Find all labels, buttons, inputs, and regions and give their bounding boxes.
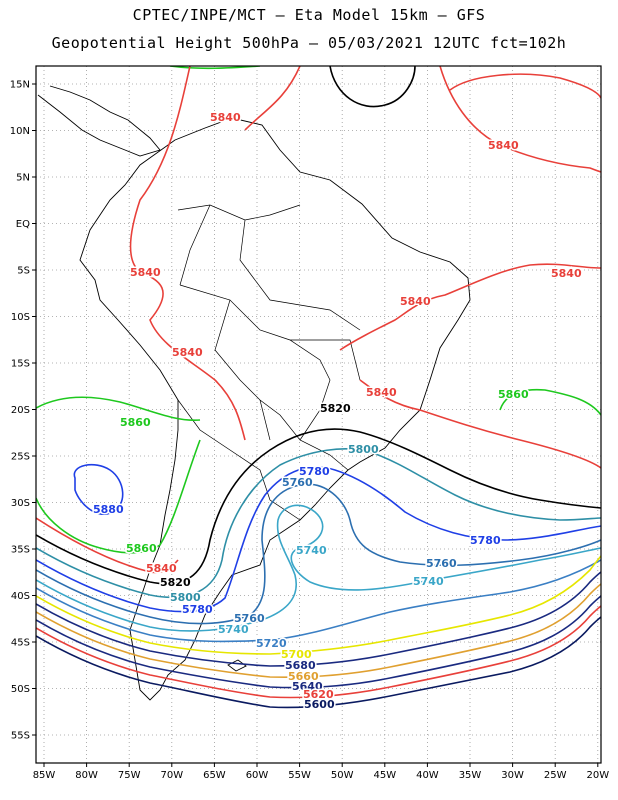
- label-5860: 5860: [126, 542, 157, 555]
- label-5740: 5740: [218, 623, 249, 636]
- lat-label: 50S: [11, 684, 30, 695]
- contour-5840-north: [129, 66, 301, 441]
- label-5820: 5820: [160, 576, 191, 589]
- label-5780: 5780: [299, 465, 330, 478]
- label-5720: 5720: [256, 637, 287, 650]
- label-5740: 5740: [296, 544, 327, 557]
- lon-label: 75W: [118, 770, 141, 781]
- graticule: [36, 66, 601, 763]
- label-5800: 5800: [348, 443, 379, 456]
- lat-label: 40S: [11, 591, 30, 602]
- coastlines: [37, 85, 471, 701]
- country-borders: [177, 204, 361, 521]
- contour-5800: [36, 448, 601, 599]
- contour-5840-ne: [439, 66, 601, 173]
- lon-label: 80W: [75, 770, 98, 781]
- label-5840: 5840: [488, 139, 519, 152]
- longitude-labels: 85W 80W 75W 70W 65W 60W 55W 50W 45W 40W 35W 30W 25W 2…: [33, 763, 609, 781]
- lon-label: 70W: [160, 770, 183, 781]
- lat-label: 35S: [11, 545, 30, 556]
- lon-label: 25W: [544, 770, 567, 781]
- lon-label: 55W: [288, 770, 311, 781]
- label-5820: 5820: [320, 402, 351, 415]
- contour-labels: 5880 5860 5860 5860 5840 5840 5840 5840 …: [92, 110, 584, 713]
- contour-5880-closed: [73, 463, 124, 515]
- map-title-line2: Geopotential Height 500hPa – 05/03/2021 …: [51, 34, 567, 52]
- lat-label: 20S: [11, 405, 30, 416]
- map-frame: [35, 65, 602, 764]
- label-5740: 5740: [413, 575, 444, 588]
- label-5840: 5840: [210, 111, 241, 124]
- contour-5640: [36, 595, 601, 689]
- label-5880: 5880: [93, 503, 124, 516]
- contour-5860-east: [499, 388, 601, 416]
- lon-label: 65W: [203, 770, 226, 781]
- lon-label: 30W: [501, 770, 524, 781]
- contour-5720: [36, 559, 601, 643]
- contour-5760: [36, 483, 601, 625]
- lat-label: EQ: [16, 219, 30, 230]
- lon-label: 45W: [373, 770, 396, 781]
- lat-label: 5S: [17, 266, 30, 277]
- label-5860: 5860: [498, 388, 529, 401]
- label-5840: 5840: [400, 295, 431, 308]
- contour-5780: [36, 466, 601, 613]
- label-5840: 5840: [130, 266, 161, 279]
- contour-5820: [36, 66, 601, 585]
- lat-label: 25S: [11, 452, 30, 463]
- lat-label: 15S: [11, 359, 30, 370]
- label-5600: 5600: [304, 698, 335, 711]
- label-5760: 5760: [426, 557, 457, 570]
- label-5640: 5640: [292, 680, 323, 693]
- lat-label: 15N: [10, 80, 30, 91]
- label-5680: 5680: [285, 659, 316, 672]
- contour-5860-west: [36, 396, 201, 554]
- latitude-labels: 15N 10N 5N EQ 5S 10S 15S 20S 25S 30S 35S 40S 45S 50S 5…: [10, 80, 36, 742]
- lat-label: 45S: [11, 638, 30, 649]
- contour-5840-south: [36, 517, 179, 574]
- falkland-islands: [227, 659, 247, 672]
- contour-5660: [36, 583, 601, 678]
- contour-5740: [36, 504, 601, 632]
- label-5840: 5840: [146, 562, 177, 575]
- label-5780: 5780: [470, 534, 501, 547]
- label-5800: 5800: [170, 591, 201, 604]
- lat-label: 55S: [11, 731, 30, 742]
- contour-5680: [36, 571, 601, 667]
- label-5840: 5840: [551, 267, 582, 280]
- contour-5620: [36, 605, 601, 699]
- label-5840: 5840: [366, 386, 397, 399]
- label-5760: 5760: [234, 612, 265, 625]
- label-5700: 5700: [281, 648, 312, 661]
- lat-label: 5N: [16, 173, 30, 184]
- lon-label: 35W: [459, 770, 482, 781]
- lat-label: 30S: [11, 498, 30, 509]
- label-5860: 5860: [120, 416, 151, 429]
- central-america-coastline: [37, 85, 161, 157]
- contour-5840-east: [339, 263, 601, 469]
- contour-5700: [36, 555, 601, 655]
- south-america-coastline: [79, 117, 471, 701]
- lon-label: 20W: [586, 770, 609, 781]
- lon-label: 50W: [331, 770, 354, 781]
- lat-label: 10N: [10, 126, 30, 137]
- lon-label: 40W: [416, 770, 439, 781]
- lat-label: 10S: [11, 312, 30, 323]
- label-5660: 5660: [288, 670, 319, 683]
- map-title-line1: CPTEC/INPE/MCT – Eta Model 15km – GFS: [132, 6, 486, 24]
- contour-5600: [36, 616, 601, 709]
- label-5760: 5760: [282, 476, 313, 489]
- lon-label: 85W: [33, 770, 56, 781]
- height-contours: [36, 66, 601, 709]
- lon-label: 60W: [246, 770, 269, 781]
- label-5780: 5780: [182, 603, 213, 616]
- label-5840: 5840: [172, 346, 203, 359]
- label-5620: 5620: [303, 688, 334, 701]
